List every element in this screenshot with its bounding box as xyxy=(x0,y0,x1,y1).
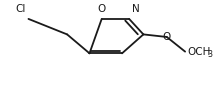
Text: O: O xyxy=(163,32,171,42)
Text: N: N xyxy=(132,4,140,14)
Text: 3: 3 xyxy=(207,50,213,59)
Text: Cl: Cl xyxy=(15,4,26,14)
Text: OCH: OCH xyxy=(188,47,211,57)
Text: O: O xyxy=(98,4,106,14)
